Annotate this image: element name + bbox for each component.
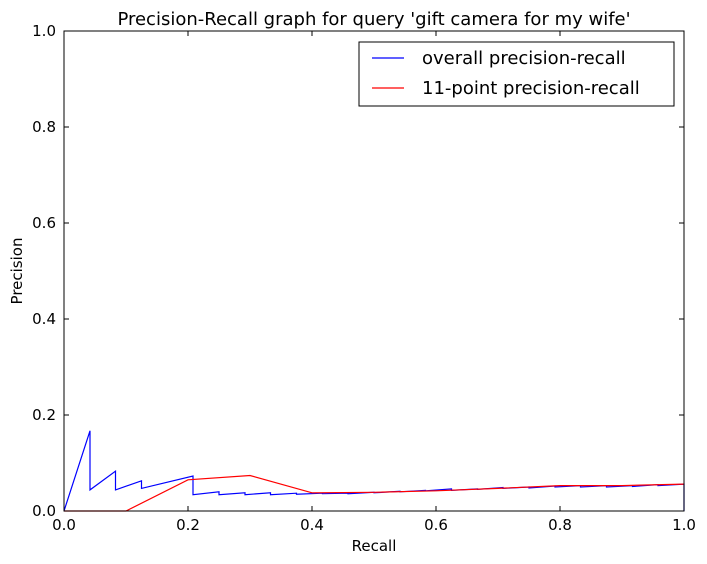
legend-box (358, 41, 675, 107)
plot-frame (64, 31, 684, 511)
x-tick-label: 0.0 (52, 516, 76, 534)
y-tick-label: 0.0 (32, 502, 56, 520)
chart-title: Precision-Recall graph for query 'gift c… (117, 9, 630, 30)
legend: overall precision-recall 11-point precisi… (358, 41, 675, 107)
x-tick-label: 0.8 (548, 516, 572, 534)
y-tick-label: 0.6 (32, 214, 56, 232)
plot-area (63, 30, 685, 512)
legend-label-1: 11-point precision-recall (422, 78, 640, 99)
y-tick-label: 0.2 (32, 406, 56, 424)
plot-border (63, 30, 685, 512)
x-tick-label: 1.0 (672, 516, 696, 534)
x-tick-label: 0.6 (424, 516, 448, 534)
series-line-1 (64, 474, 685, 512)
y-axis-ticks: 0.0 0.2 0.4 0.6 0.8 1.0 (32, 22, 684, 520)
legend-label-0: overall precision-recall (422, 48, 626, 69)
y-tick-label: 1.0 (32, 22, 56, 40)
y-tick-label: 0.4 (32, 310, 56, 328)
x-axis-label: Recall (352, 537, 397, 555)
x-tick-label: 0.2 (176, 516, 200, 534)
x-axis-ticks: 0.0 0.2 0.4 0.6 0.8 1.0 (52, 31, 696, 534)
y-axis-label: Precision (8, 238, 26, 305)
y-tick-label: 0.8 (32, 118, 56, 136)
series-layer (63, 430, 685, 512)
x-tick-label: 0.4 (300, 516, 324, 534)
